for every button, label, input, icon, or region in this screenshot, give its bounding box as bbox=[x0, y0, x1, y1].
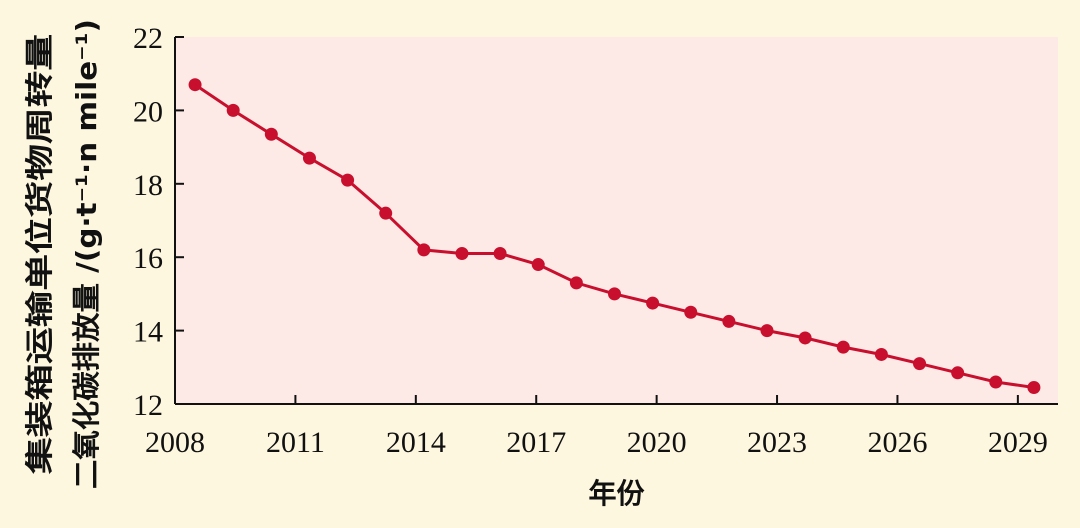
y-tick-label: 16 bbox=[133, 242, 163, 275]
data-point bbox=[341, 173, 355, 187]
data-point bbox=[722, 314, 736, 328]
data-point bbox=[493, 247, 507, 261]
plot-area bbox=[175, 37, 1058, 404]
y-tick-label: 20 bbox=[133, 95, 163, 128]
data-point bbox=[302, 151, 316, 165]
data-point bbox=[226, 103, 240, 117]
y-tick-label: 14 bbox=[133, 316, 163, 349]
data-point bbox=[684, 305, 698, 319]
data-point bbox=[531, 258, 545, 272]
x-tick-label: 2011 bbox=[266, 426, 325, 459]
y-tick-label: 18 bbox=[133, 169, 163, 202]
x-axis-ticks: 2008 2011 2014 2017 2020 2023 2026 2029 bbox=[145, 395, 1048, 459]
data-point bbox=[646, 296, 660, 310]
data-point bbox=[951, 366, 965, 380]
data-point bbox=[607, 287, 621, 301]
data-point bbox=[874, 347, 888, 361]
data-point bbox=[913, 357, 927, 371]
x-tick-label: 2020 bbox=[627, 426, 687, 459]
data-point bbox=[569, 276, 583, 290]
data-point bbox=[1027, 380, 1041, 394]
data-point bbox=[188, 78, 202, 92]
data-point bbox=[798, 331, 812, 345]
axes bbox=[174, 37, 1058, 405]
data-point bbox=[417, 243, 431, 257]
data-point bbox=[455, 247, 469, 261]
data-points bbox=[188, 78, 1041, 394]
data-point bbox=[836, 340, 850, 354]
y-axis-ticks: 12 14 16 18 20 22 bbox=[133, 22, 184, 422]
data-point bbox=[264, 127, 278, 141]
x-tick-label: 2023 bbox=[747, 426, 807, 459]
x-tick-label: 2026 bbox=[867, 426, 927, 459]
data-point bbox=[989, 375, 1003, 389]
y-axis-title-line1: 集装箱运输单位货物周转量 bbox=[23, 34, 56, 475]
y-tick-label: 12 bbox=[133, 389, 163, 422]
x-tick-label: 2029 bbox=[988, 426, 1048, 459]
x-tick-label: 2017 bbox=[506, 426, 566, 459]
x-tick-label: 2014 bbox=[386, 426, 446, 459]
x-axis-title: 年份 bbox=[588, 477, 644, 510]
x-tick-label: 2008 bbox=[145, 426, 205, 459]
y-axis-title-line2: 二氧化碳排放量 /(g·t⁻¹·n mile⁻¹) bbox=[70, 19, 103, 489]
data-point bbox=[379, 206, 393, 220]
data-point bbox=[760, 324, 774, 338]
y-tick-label: 22 bbox=[133, 22, 163, 55]
